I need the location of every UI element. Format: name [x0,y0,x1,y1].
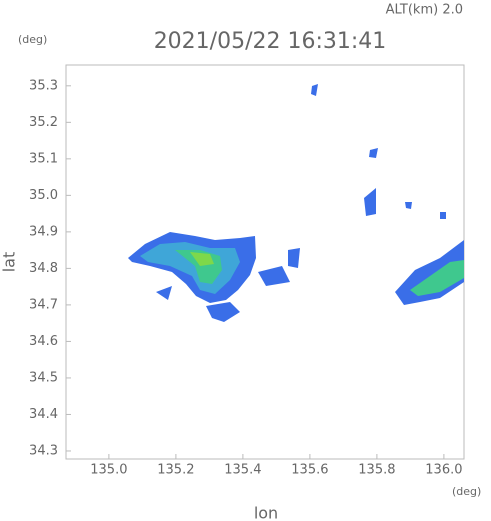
y-tick-label: 34.3 [29,443,58,458]
plot-frame [65,64,465,460]
y-tick-label: 34.6 [29,334,58,349]
y-tick-label: 35.0 [29,188,58,203]
chart-title: 2021/05/22 16:31:41 [154,29,387,54]
y-tick-label: 35.2 [29,115,58,130]
y-tick-label: 35.3 [29,78,58,93]
x-tick-label: 135.6 [291,463,328,478]
x-tick-label: 135.2 [157,463,194,478]
y-unit: (deg) [18,33,47,46]
x-unit: (deg) [452,485,481,498]
x-tick-label: 135.4 [224,463,261,478]
y-tick-label: 35.1 [29,151,58,166]
y-tick-label: 34.9 [29,224,58,239]
y-axis-label: lat [0,252,19,273]
altitude-label: ALT(km) 2.0 [386,3,463,18]
x-axis-label: lon [254,504,278,521]
y-tick-label: 34.4 [29,407,58,422]
radar-echo [128,84,464,322]
x-tick-label: 136.0 [425,463,462,478]
y-tick-label: 34.5 [29,370,58,385]
x-tick-label: 135.8 [358,463,395,478]
x-tick-label: 135.0 [90,463,127,478]
y-tick-label: 34.7 [29,297,58,312]
y-tick-label: 34.8 [29,261,58,276]
